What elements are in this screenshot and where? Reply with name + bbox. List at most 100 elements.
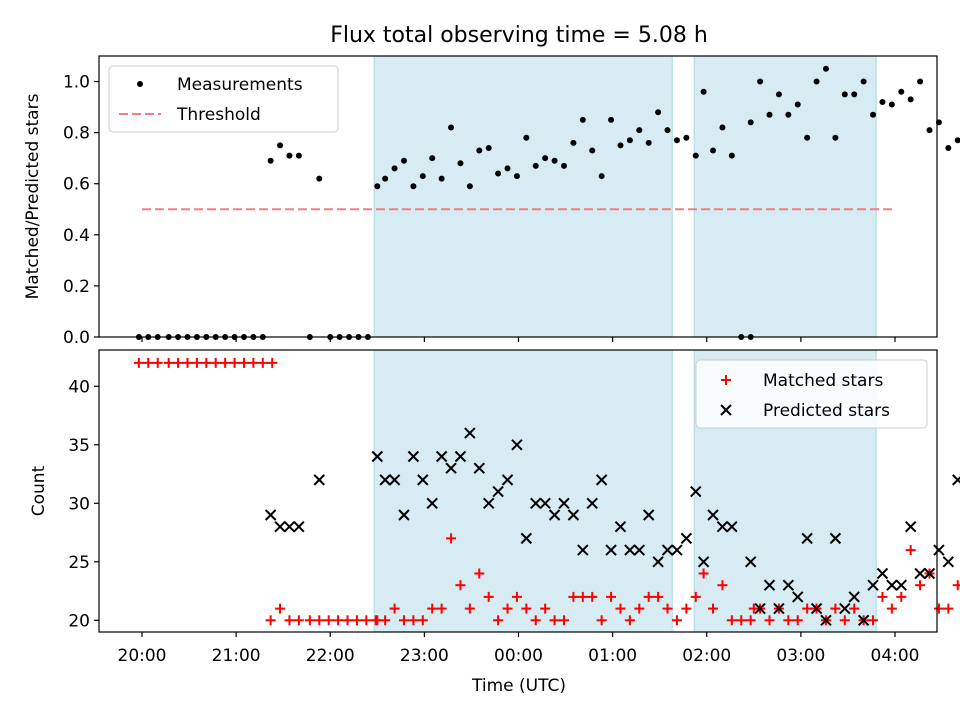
matched-star-point — [568, 591, 579, 602]
matched-star-point — [530, 615, 541, 626]
matched-star-point — [304, 615, 315, 626]
legend-bottom: Matched stars Predicted stars — [695, 359, 928, 429]
measurement-point — [523, 134, 530, 141]
legend-marker-measurements — [137, 81, 143, 87]
matched-star-point — [191, 357, 202, 368]
measurement-point — [888, 101, 895, 108]
matched-star-point — [455, 580, 466, 591]
predicted-star-stroke — [716, 520, 729, 533]
predicted-star-stroke — [283, 520, 296, 533]
predicted-star-stroke — [492, 485, 504, 498]
predicted-star-point — [895, 579, 907, 591]
predicted-star-point — [454, 450, 467, 463]
measurement-point — [277, 142, 284, 149]
predicted-star-point — [904, 520, 917, 533]
predicted-star-stroke — [726, 520, 738, 533]
predicted-star-point — [690, 485, 702, 498]
matched-star-point — [952, 580, 960, 591]
x-tick-label: 00:00 — [494, 646, 543, 666]
predicted-star-point — [407, 450, 420, 463]
predicted-star-point — [379, 474, 391, 486]
matched-star-point — [493, 615, 504, 626]
measurement-point — [728, 152, 735, 159]
measurement-point — [860, 78, 867, 85]
measurement-point — [851, 91, 858, 98]
predicted-star-point — [848, 591, 860, 603]
matched-star-point — [361, 615, 372, 626]
matched-star-point — [474, 568, 485, 579]
predicted-star-point — [464, 427, 476, 439]
y-axis-label-top: Matched/Predicted stars — [23, 93, 43, 299]
measurement-point — [747, 119, 754, 126]
matched-star-point — [133, 357, 144, 368]
predicted-star-point — [492, 485, 504, 498]
x-tick-label: 01:00 — [588, 646, 637, 666]
predicted-star-point — [283, 520, 296, 533]
matched-star-point — [634, 603, 645, 614]
measurement-point — [476, 147, 483, 154]
measurement-point — [804, 134, 811, 141]
legend-box — [108, 65, 339, 133]
y-tick-label: 0.6 — [63, 175, 90, 195]
predicted-star-stroke — [624, 544, 636, 556]
y-tick-label: 40 — [68, 377, 90, 397]
matched-star-point — [284, 615, 295, 626]
measurement-point — [626, 137, 633, 144]
matched-star-point — [802, 603, 813, 614]
predicted-star-stroke — [520, 532, 533, 545]
predicted-star-stroke — [895, 579, 907, 591]
observing-window-shade — [373, 349, 673, 633]
measurement-point — [617, 142, 624, 149]
measurement-point — [570, 139, 577, 146]
predicted-star-stroke — [407, 450, 420, 463]
measurement-point — [438, 175, 445, 182]
matched-star-point — [933, 603, 944, 614]
x-tick-label: 23:00 — [400, 646, 449, 666]
predicted-star-point — [716, 520, 729, 533]
predicted-star-point — [839, 602, 851, 615]
matched-star-point — [152, 357, 163, 368]
measurement-point — [945, 144, 952, 151]
predicted-star-stroke — [417, 474, 429, 486]
x-tick-label: 22:00 — [306, 646, 355, 666]
predicted-star-stroke — [773, 602, 785, 615]
chart-title: Flux total observing time = 5.08 h — [330, 23, 708, 48]
matched-star-point — [596, 615, 607, 626]
matched-star-point — [905, 545, 916, 556]
measurement-point — [683, 134, 690, 141]
predicted-star-point — [482, 497, 495, 509]
matched-star-point — [398, 615, 409, 626]
predicted-star-stroke — [829, 532, 842, 545]
predicted-star-stroke — [426, 497, 438, 509]
matched-star-point — [698, 568, 709, 579]
measurement-point — [532, 162, 539, 169]
matched-star-point — [886, 603, 897, 614]
matched-star-point — [653, 591, 664, 602]
matched-star-point — [257, 357, 268, 368]
measurement-point — [954, 137, 960, 144]
matched-star-point — [521, 603, 532, 614]
predicted-star-point — [726, 520, 738, 533]
matched-star-point — [464, 603, 475, 614]
x-tick-label: 20:00 — [118, 646, 167, 666]
predicted-star-point — [577, 544, 589, 556]
predicted-star-point — [810, 602, 823, 615]
predicted-star-point — [558, 497, 570, 509]
legend-label-matched: Matched stars — [763, 371, 883, 391]
measurement-point — [374, 183, 381, 190]
predicted-star-point — [614, 520, 627, 533]
predicted-star-point — [501, 474, 514, 486]
predicted-star-point — [952, 474, 960, 486]
predicted-star-stroke — [754, 602, 766, 615]
measurement-point — [286, 152, 293, 159]
predicted-star-stroke — [633, 544, 646, 556]
measurement-point — [429, 155, 436, 162]
panel-ratio: 0.0 0.2 0.4 0.6 0.8 1.0 Matched/Predicted star… — [23, 55, 960, 348]
predicted-star-point — [671, 544, 683, 556]
measurement-point — [692, 152, 699, 159]
matched-star-point — [267, 357, 278, 368]
predicted-star-point — [801, 532, 813, 545]
predicted-star-stroke — [782, 579, 795, 591]
x-tick-label: 03:00 — [776, 646, 825, 666]
